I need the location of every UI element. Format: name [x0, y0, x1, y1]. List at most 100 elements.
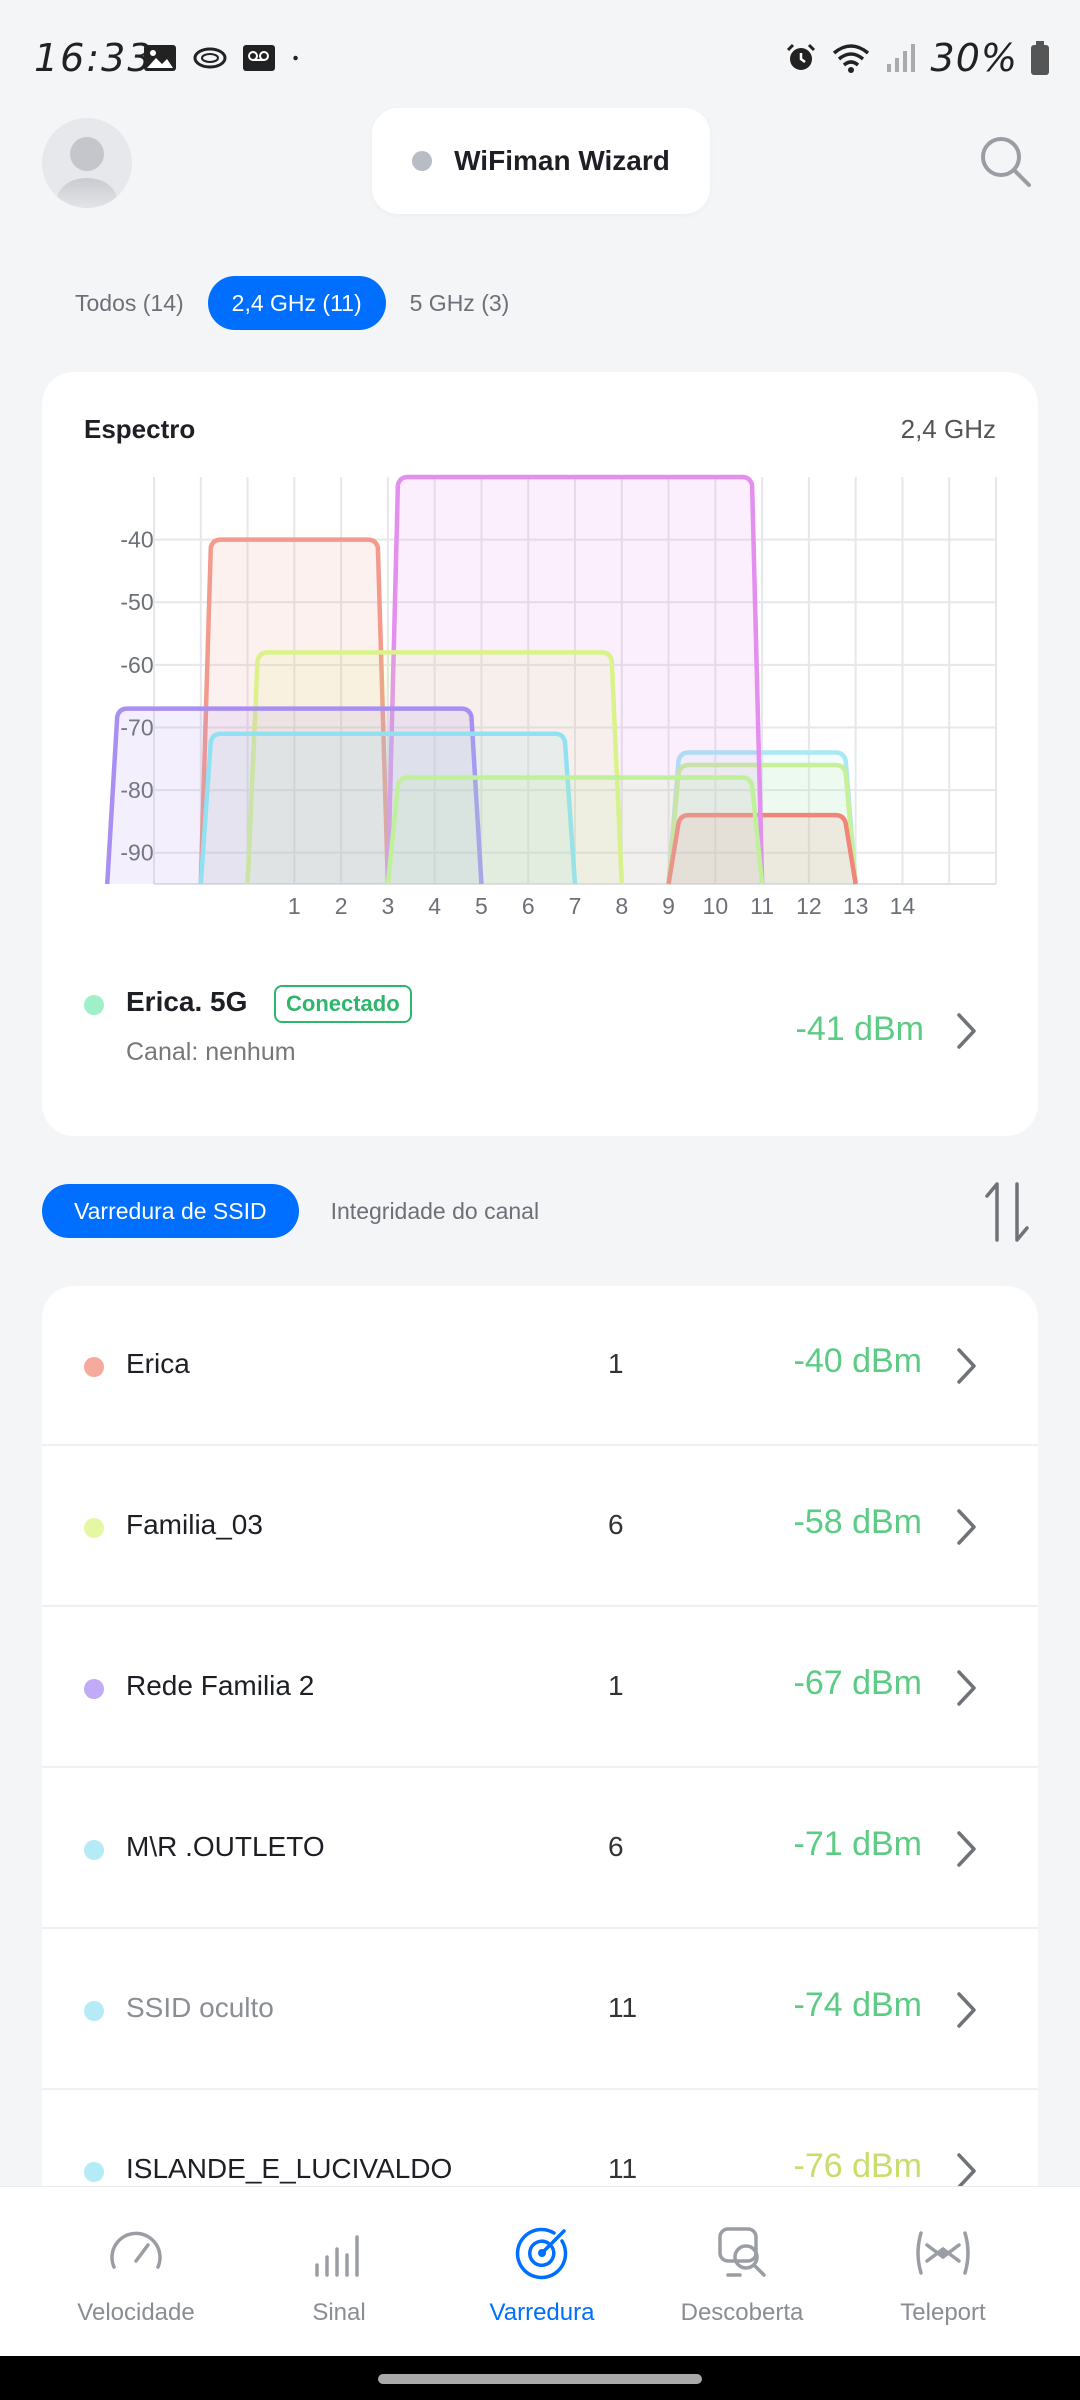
network-channel: 11 — [608, 1992, 638, 2023]
tab-2-4ghz[interactable]: 2,4 GHz (11) — [207, 276, 386, 330]
bottom-navigation: Velocidade Sinal Varredura — [0, 2186, 1080, 2356]
chevron-right-icon[interactable] — [956, 1991, 978, 2029]
channel-area — [200, 539, 388, 884]
network-name: Rede Familia 2 — [126, 1670, 315, 1701]
nav-speed[interactable]: Velocidade — [36, 2187, 236, 2357]
profile-avatar[interactable] — [42, 118, 132, 208]
network-color-dot — [84, 1840, 104, 1860]
status-time: 16:33 — [34, 36, 154, 80]
x-tick-label: 6 — [522, 893, 535, 919]
network-color-dot — [84, 1357, 104, 1377]
network-color-dot — [84, 2001, 104, 2021]
spectrum-band: 2,4 GHz — [900, 414, 996, 444]
network-name: M\R .OUTLETO — [126, 1831, 325, 1862]
nav-discovery[interactable]: Descoberta — [642, 2187, 842, 2357]
connected-badge: Conectado — [274, 985, 412, 1023]
network-row[interactable]: Rede Familia 2 1 -67 dBm — [42, 1608, 1038, 1768]
network-signal: -40 dBm — [793, 1342, 923, 1380]
status-bar: 16:33 30% — [0, 0, 1080, 110]
app-title-pill[interactable]: WiFiman Wizard — [372, 108, 710, 214]
channel-line — [245, 650, 625, 885]
y-tick-label: -70 — [120, 714, 153, 740]
x-tick-label: 1 — [288, 893, 301, 919]
network-row[interactable]: Erica 1 -40 dBm — [42, 1286, 1038, 1446]
band-filter-tabs: Todos (14) 2,4 GHz (11) 5 GHz (3) — [50, 276, 533, 330]
alarm-icon — [786, 43, 815, 70]
chevron-right-icon[interactable] — [956, 1347, 978, 1385]
network-signal: -67 dBm — [793, 1664, 923, 1702]
gallery-icon — [144, 45, 176, 71]
network-channel: 1 — [608, 1670, 624, 1701]
spectrum-title: Espectro — [84, 414, 196, 444]
network-color-dot — [84, 2162, 104, 2182]
connected-network-signal: -41 dBm — [795, 1010, 925, 1048]
channel-line — [198, 731, 578, 885]
voicemail-icon — [243, 45, 275, 71]
nav-signal[interactable]: Sinal — [239, 2187, 439, 2357]
radar-icon — [515, 2227, 568, 2280]
channel-line — [385, 775, 765, 885]
network-channel: 6 — [608, 1831, 624, 1862]
speedometer-icon — [110, 2231, 162, 2269]
sort-icon[interactable] — [982, 1180, 1032, 1244]
channel-line — [666, 762, 858, 885]
nav-label: Velocidade — [77, 2299, 195, 2326]
y-tick-label: -60 — [120, 652, 153, 678]
channel-line — [104, 706, 484, 885]
channel-area — [107, 708, 482, 884]
x-tick-label: 13 — [843, 893, 869, 919]
status-dot-icon — [412, 151, 433, 171]
network-color-dot — [84, 1679, 104, 1699]
status-right: 30% — [783, 36, 1050, 80]
nav-scan[interactable]: Varredura — [442, 2187, 642, 2357]
network-row[interactable]: SSID oculto 11 -74 dBm — [42, 1930, 1038, 2090]
cloud-sync-icon — [193, 47, 227, 69]
connected-network-dot — [84, 995, 104, 1015]
network-name: SSID oculto — [126, 1992, 274, 2023]
network-channel: 11 — [608, 2153, 638, 2184]
home-gesture-handle[interactable] — [378, 2374, 702, 2384]
tab-5ghz[interactable]: 5 GHz (3) — [409, 289, 510, 316]
nav-teleport[interactable]: Teleport — [843, 2187, 1043, 2357]
channel-area — [387, 777, 763, 884]
chevron-right-icon[interactable] — [956, 1830, 978, 1868]
network-row[interactable]: Familia_03 6 -58 dBm — [42, 1447, 1038, 1607]
x-tick-label: 9 — [662, 893, 675, 919]
spectrum-card: Espectro 2,4 GHz -40 -50 -60 -70 -80 -90 1 2 3 4 5… — [42, 372, 1038, 1136]
battery-text: 30% — [930, 36, 1018, 80]
x-tick-label: 4 — [428, 893, 441, 919]
search-icon[interactable] — [978, 134, 1034, 190]
nav-label: Descoberta — [680, 2299, 804, 2326]
network-channel: 1 — [608, 1348, 624, 1379]
chevron-right-icon[interactable] — [956, 1012, 978, 1050]
tab-ssid-scan[interactable]: Varredura de SSID — [42, 1184, 299, 1238]
tab-all[interactable]: Todos (14) — [75, 289, 184, 316]
network-row[interactable]: M\R .OUTLETO 6 -71 dBm — [42, 1769, 1038, 1929]
network-signal: -76 dBm — [793, 2147, 923, 2185]
network-name: Familia_03 — [126, 1509, 263, 1540]
channel-line — [385, 474, 765, 885]
x-tick-label: 10 — [703, 893, 729, 919]
nav-label: Teleport — [900, 2299, 986, 2326]
chevron-right-icon[interactable] — [956, 2152, 978, 2190]
y-tick-label: -40 — [120, 527, 153, 553]
channel-line — [198, 537, 391, 885]
x-tick-label: 2 — [335, 893, 348, 919]
network-signal: -58 dBm — [793, 1503, 923, 1541]
chevron-right-icon[interactable] — [956, 1669, 978, 1707]
network-signal: -74 dBm — [793, 1986, 923, 2024]
tab-channel-health[interactable]: Integridade do canal — [330, 1197, 540, 1224]
nav-label: Varredura — [489, 2299, 595, 2326]
y-tick-label: -50 — [120, 589, 153, 615]
network-color-dot — [84, 1518, 104, 1538]
x-tick-label: 3 — [381, 893, 394, 919]
x-tick-label: 7 — [569, 893, 582, 919]
x-tick-label: 12 — [796, 893, 822, 919]
connected-network-channel: Canal: nenhum — [126, 1038, 296, 1066]
y-tick-label: -90 — [120, 840, 153, 866]
chevron-right-icon[interactable] — [956, 1508, 978, 1546]
notification-icons — [142, 42, 308, 74]
nav-label: Sinal — [312, 2299, 366, 2326]
x-tick-label: 5 — [475, 893, 488, 919]
scan-mode-tabs: Varredura de SSID Integridade do canal — [42, 1184, 571, 1238]
